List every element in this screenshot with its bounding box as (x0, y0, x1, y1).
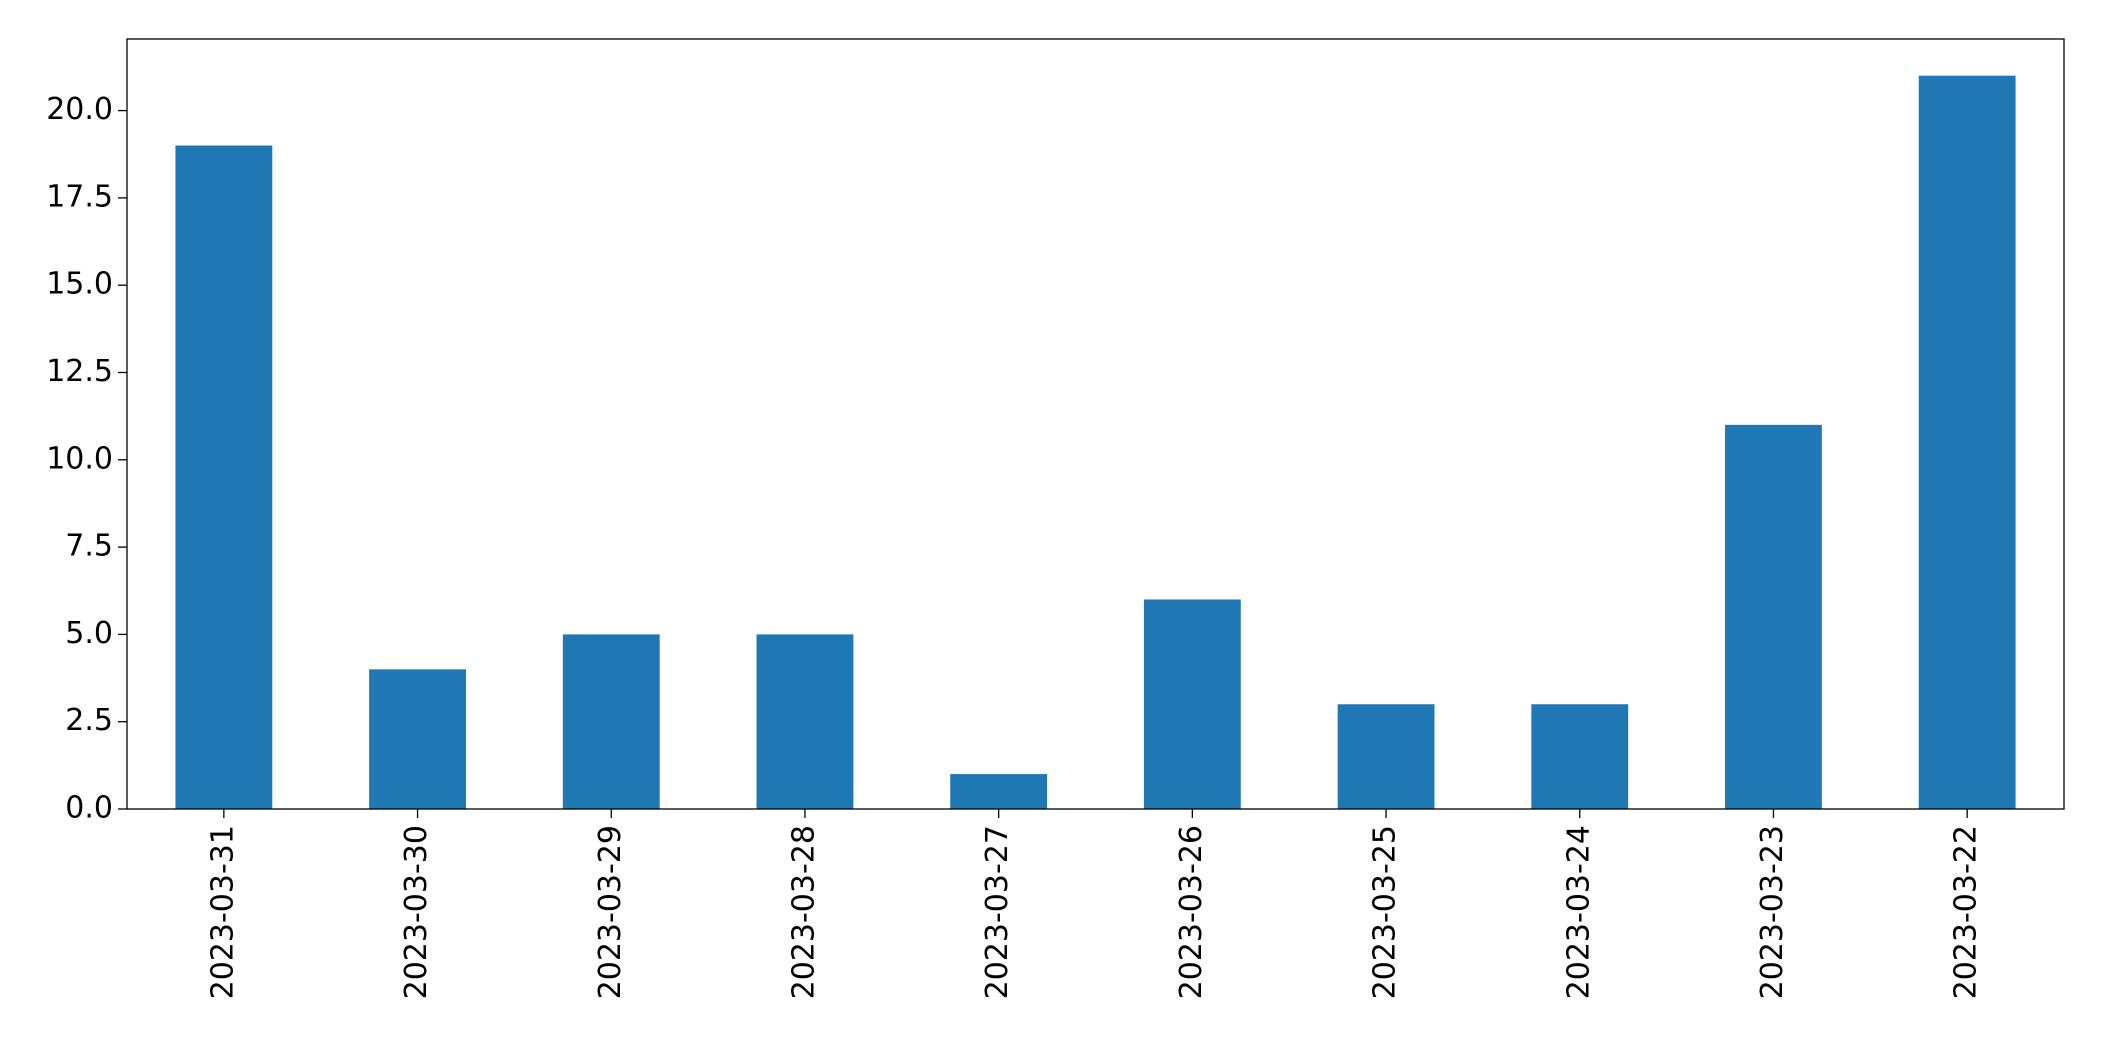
x-tick-label: 2023-03-30 (399, 825, 434, 999)
x-tick-label: 2023-03-26 (1174, 825, 1209, 999)
y-tick-label: 5.0 (65, 616, 113, 651)
bar (562, 634, 660, 809)
plot-frame (126, 38, 2065, 810)
y-tick-label: 10.0 (46, 441, 113, 476)
bar (175, 145, 273, 809)
x-tick-label: 2023-03-24 (1561, 825, 1596, 999)
x-tick-label: 2023-03-22 (1949, 825, 1984, 999)
bar (1531, 704, 1629, 809)
bar (1725, 424, 1822, 809)
y-tick-label: 17.5 (46, 179, 113, 214)
bar (1918, 75, 2016, 809)
bar (950, 774, 1048, 809)
x-tick-label: 2023-03-29 (593, 825, 628, 999)
x-tick-label: 2023-03-23 (1755, 825, 1790, 999)
y-tick-label: 12.5 (46, 354, 113, 389)
y-tick-label: 0.0 (65, 791, 113, 826)
y-tick-label: 20.0 (46, 92, 113, 127)
y-tick-label: 15.0 (46, 267, 113, 302)
bar (1337, 704, 1435, 809)
bar (756, 634, 854, 809)
bar (369, 669, 466, 809)
x-tick-label: 2023-03-27 (980, 825, 1015, 999)
x-tick-label: 2023-03-25 (1368, 825, 1403, 999)
x-tick-label: 2023-03-31 (205, 825, 240, 999)
y-tick-label: 2.5 (65, 703, 113, 738)
y-tick-label: 7.5 (65, 529, 113, 564)
x-tick-label: 2023-03-28 (786, 825, 821, 999)
bar (1143, 599, 1241, 809)
